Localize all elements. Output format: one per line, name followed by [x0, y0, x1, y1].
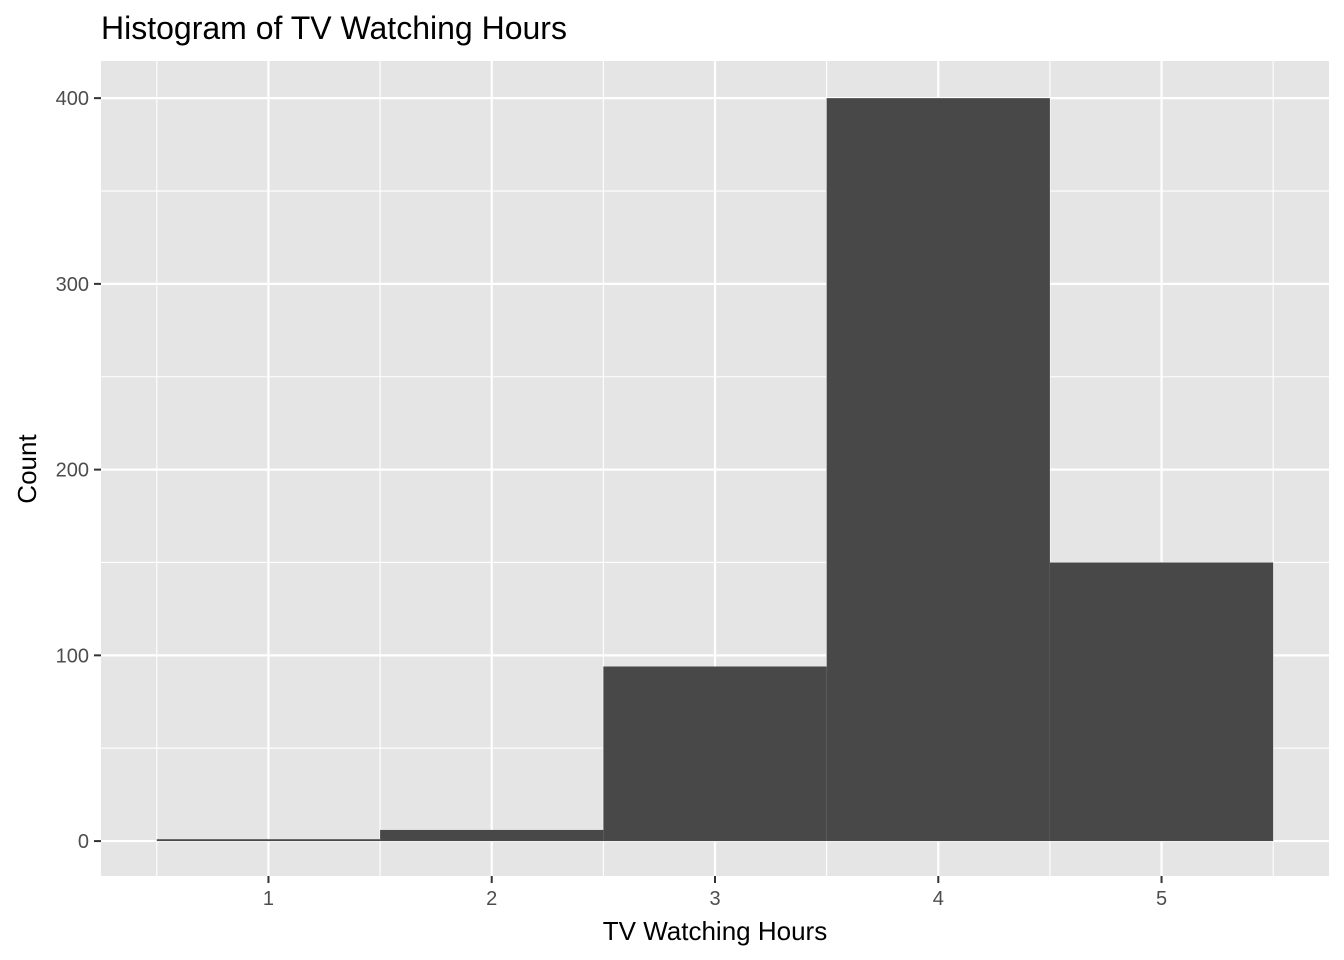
y-axis-title: Count — [12, 434, 42, 504]
chart-title: Histogram of TV Watching Hours — [101, 10, 567, 46]
x-tick-label: 5 — [1156, 888, 1167, 910]
histogram-bar-2 — [380, 829, 604, 842]
y-tick-label: 200 — [56, 460, 89, 482]
histogram-bar-5 — [1049, 562, 1274, 842]
x-axis: 1 2 3 4 5 — [263, 876, 1167, 910]
y-tick-label: 0 — [78, 831, 89, 853]
x-tick-label: 2 — [486, 888, 497, 910]
x-tick-label: 4 — [933, 888, 944, 910]
histogram-bar-3 — [603, 666, 827, 842]
histogram-bars — [156, 98, 1274, 842]
histogram-bar-1 — [156, 839, 381, 842]
x-axis-title: TV Watching Hours — [603, 916, 827, 946]
y-tick-label: 300 — [56, 274, 89, 296]
x-tick-label: 1 — [263, 888, 274, 910]
y-axis: 0 100 200 300 400 — [56, 88, 101, 853]
y-tick-label: 400 — [56, 88, 89, 110]
y-tick-label: 100 — [56, 645, 89, 667]
histogram-bar-4 — [826, 98, 1050, 842]
x-tick-label: 3 — [709, 888, 720, 910]
